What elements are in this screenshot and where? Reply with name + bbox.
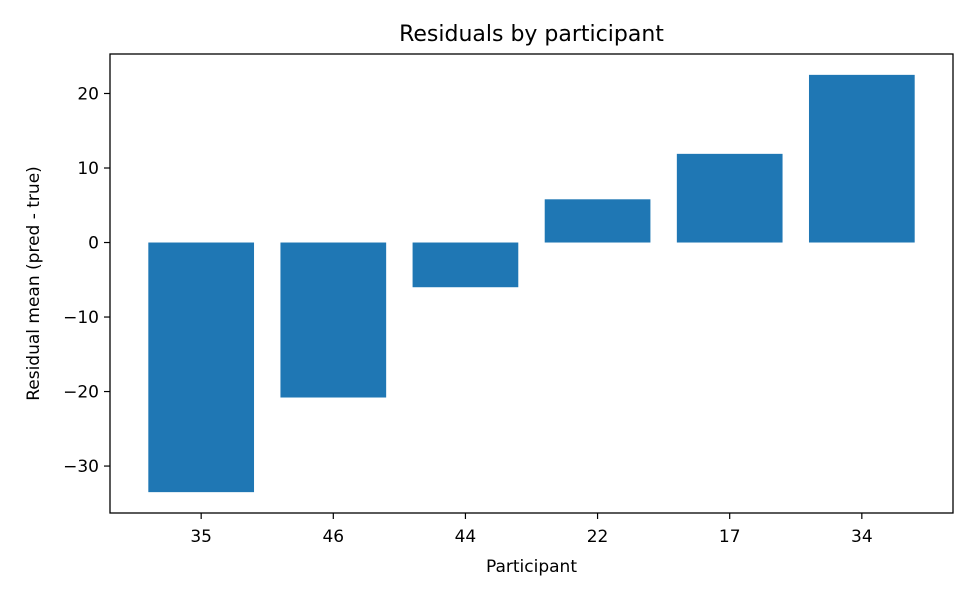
x-tick-label-17: 17	[719, 527, 741, 547]
x-axis: 35 46 44 22 17 34	[190, 513, 873, 547]
y-tick-label-1: −20	[63, 383, 99, 403]
plot-frame	[109, 53, 954, 514]
x-tick-label-34: 34	[851, 527, 873, 547]
x-tick-label-46: 46	[322, 527, 344, 547]
bar-22	[544, 199, 651, 243]
x-tick-label-44: 44	[455, 527, 477, 547]
x-tick-label-22: 22	[587, 527, 609, 547]
bar-34	[808, 74, 915, 243]
chart-title: Residuals by participant	[399, 22, 664, 47]
y-axis-label: Residual mean (pred - true)	[24, 166, 44, 401]
x-axis-label: Participant	[486, 557, 577, 577]
bar-44	[412, 242, 519, 288]
y-tick-label-4: 10	[77, 159, 99, 179]
bar-46	[280, 242, 387, 398]
y-tick-label-3: 0	[88, 234, 99, 254]
y-tick-label-2: −10	[63, 308, 99, 328]
y-tick-label-5: 20	[77, 84, 99, 104]
x-tick-label-35: 35	[190, 527, 212, 547]
bar-17	[676, 153, 783, 243]
y-tick-label-0: −30	[63, 457, 99, 477]
y-axis: −30 −20 −10 0 10 20	[63, 84, 110, 477]
bars	[148, 74, 915, 493]
bar-35	[148, 242, 255, 493]
